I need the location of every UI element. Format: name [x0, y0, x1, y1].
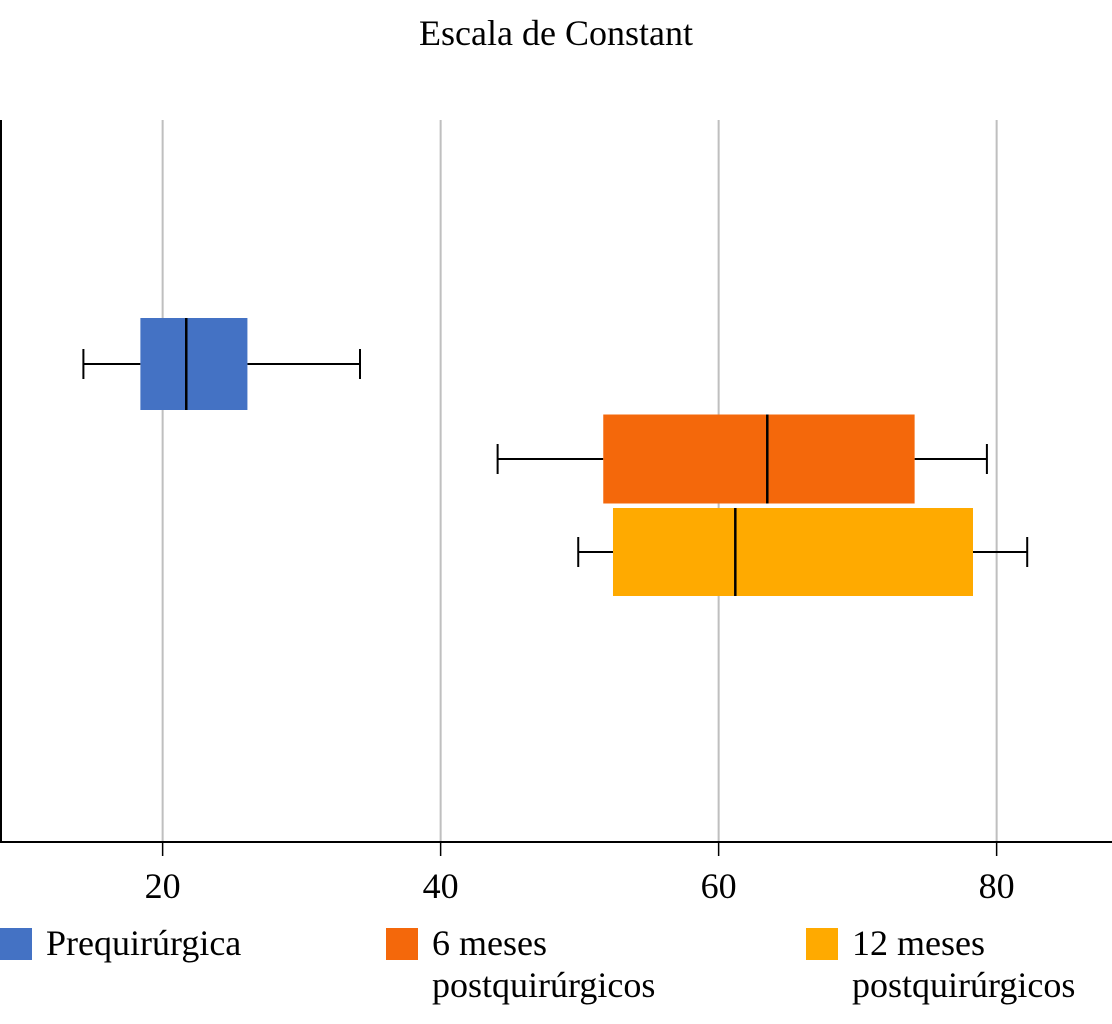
legend: Prequirúrgica 6 meses postquirúrgicos 12… — [0, 922, 1112, 1022]
legend-item-12-meses: 12 meses postquirúrgicos — [806, 922, 1112, 1006]
legend-swatch — [386, 928, 418, 960]
legend-label: Prequirúrgica — [46, 923, 242, 963]
legend-swatch — [0, 928, 32, 960]
chart-title: Escala de Constant — [419, 13, 693, 53]
x-axis-ticks: 20 40 60 80 — [145, 842, 1015, 906]
tick-label-20: 20 — [145, 866, 181, 906]
tick-label-60: 60 — [701, 866, 737, 906]
box-1 — [496, 414, 988, 504]
legend-label: 12 meses postquirúrgicos — [852, 923, 1076, 1005]
tick-label-80: 80 — [979, 866, 1015, 906]
legend-item-6-meses: 6 meses postquirúrgicos — [386, 922, 702, 1006]
iqr-box — [603, 414, 915, 504]
iqr-box — [140, 318, 248, 410]
tick-label-40: 40 — [423, 866, 459, 906]
legend-item-prequirurgica: Prequirúrgica — [0, 922, 346, 964]
plot-area: 20 40 60 80 — [0, 120, 1112, 906]
legend-swatch — [806, 928, 838, 960]
box-0 — [82, 318, 362, 410]
box-2 — [577, 508, 1029, 596]
iqr-box — [612, 508, 973, 596]
legend-label: 6 meses postquirúrgicos — [432, 923, 656, 1005]
boxes — [82, 318, 1029, 596]
